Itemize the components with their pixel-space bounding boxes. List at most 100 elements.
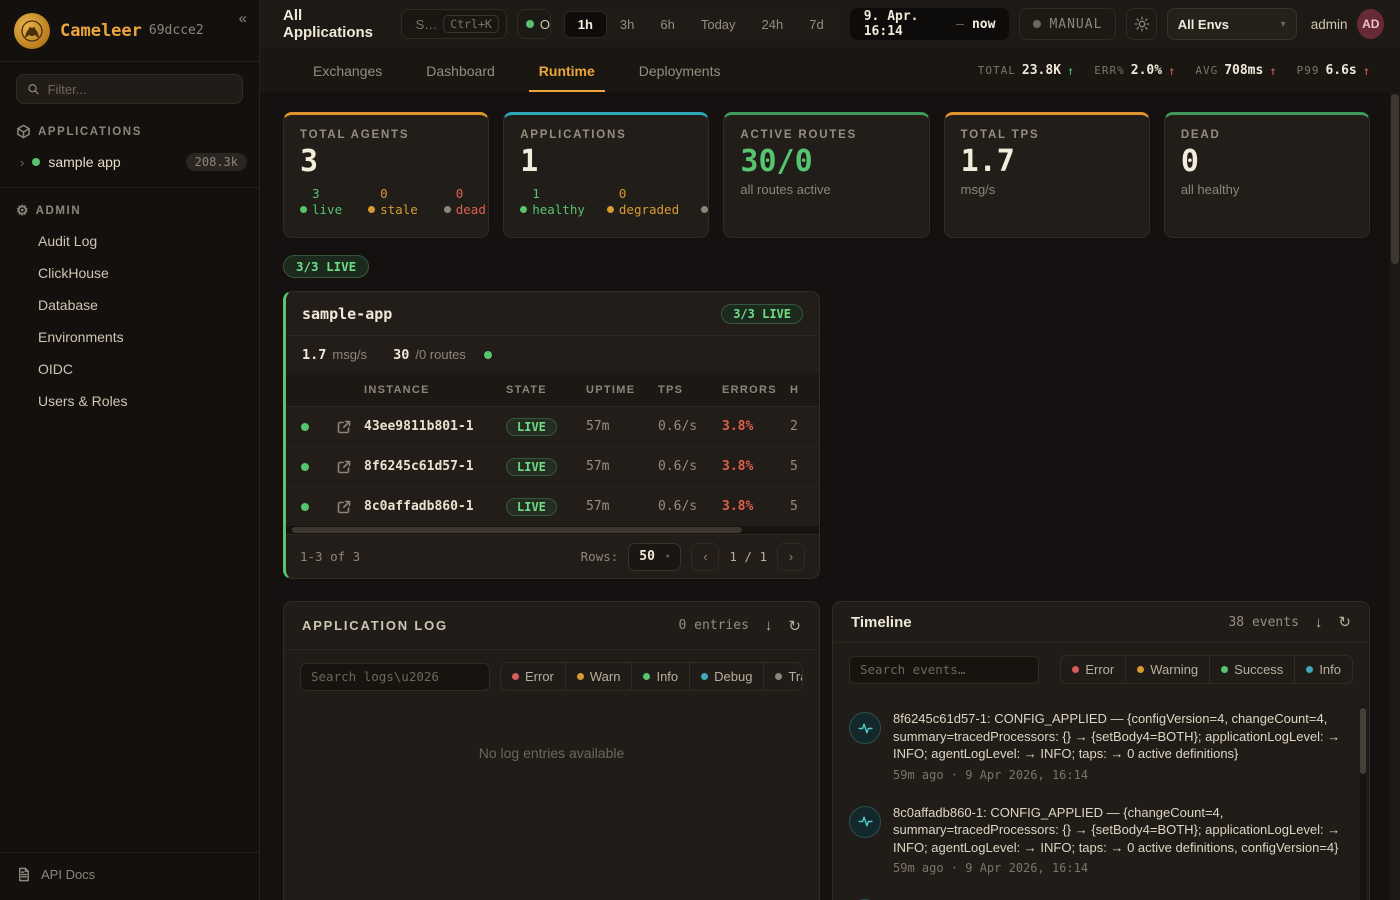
kpi-p99: P99 6.6s ↑ [1296,63,1370,78]
filter-info[interactable]: Info [631,663,689,690]
filter-error[interactable]: Error [501,663,565,690]
status-dot-green [32,158,41,166]
download-icon[interactable]: ↓ [1314,613,1323,631]
refresh-icon[interactable]: ↻ [1338,614,1351,632]
log-entries-count: 0 entries [678,618,749,633]
stat-critical: 0criti [701,186,709,217]
sidebar-item-sample-app[interactable]: › sample app 208.3k [0,145,259,179]
row-range-label: 1-3 of 3 [300,549,361,564]
table-footer: 1-3 of 3 Rows: 50 ▾ ‹ 1 / 1 › [286,534,819,578]
manual-refresh-button[interactable]: MANUAL [1019,8,1117,40]
range-today[interactable]: Today [688,12,749,37]
tab-runtime[interactable]: Runtime [528,51,605,92]
table-row[interactable]: 8c0affadb860-1 LIVE 57m 0.6/s 3.8% 5 [286,486,819,526]
sidebar-item-database[interactable]: Database [38,297,98,313]
external-link-icon[interactable] [337,500,351,514]
environment-select[interactable]: All Envs ▾ [1166,8,1297,40]
sidebar-logo-row: Cameleer 69dcce2 « [0,0,259,62]
avatar[interactable]: AD [1357,9,1384,39]
timeline-event[interactable]: 8c0affadb860-1: CONFIG_APPLIED — {change… [849,794,1351,888]
range-3h[interactable]: 3h [607,12,647,37]
table-row[interactable]: 43ee9811b801-1 LIVE 57m 0.6/s 3.8% 2 [286,406,819,446]
sidebar-filter[interactable] [16,74,243,104]
app-version: 69dcce2 [148,23,204,38]
document-icon [19,867,29,882]
rows-per-page-select[interactable]: 50 ▾ [628,542,682,571]
sidebar-item-users-roles[interactable]: Users & Roles [38,393,128,409]
next-page-button[interactable]: › [777,542,805,571]
cameleer-logo-icon [14,12,50,49]
trend-up-icon: ↑ [1067,63,1075,78]
sidebar-item-oidc[interactable]: OIDC [38,361,73,377]
timeline-event[interactable]: 43ee9811b801-1: CONFIG_APPLIED — {change… [849,887,1351,900]
refresh-icon[interactable]: ↻ [788,617,801,635]
timeline-scrollbar[interactable] [1360,706,1366,900]
external-link-icon[interactable] [337,460,351,474]
sidebar-app-count-badge: 208.3k [185,153,247,171]
instance-id: 43ee9811b801-1 [364,419,474,434]
kpi-strip: TOTAL 23.8K ↑ ERR% 2.0% ↑ AVG 708ms ↑ P99 6.6s ↑ [978,63,1370,92]
range-24h[interactable]: 24h [749,12,797,37]
kpi-avg: AVG 708ms ↑ [1195,63,1277,78]
stat-dead: 0 dead [443,186,486,217]
sample-app-panel: sample-app 3/3 LIVE 1.7 msg/s 30/0 routes… [283,291,820,579]
filter-error[interactable]: Error [1061,656,1125,683]
time-window-display[interactable]: 9. Apr. 16:14 — now [849,8,1010,40]
card-active-routes: ACTIVE ROUTES 30/0 all routes active [723,112,930,238]
filter-warn[interactable]: Warn [564,663,632,690]
instances-table-header: INSTANCE STATE UPTIME TPS ERRORS H [286,373,819,406]
horizontal-scrollbar[interactable] [286,526,819,534]
stat-live: 3 live [300,186,342,217]
trend-up-icon: ↑ [1362,63,1370,78]
sidebar-collapse-icon[interactable]: « [238,10,247,27]
filter-info[interactable]: Info [1294,656,1352,684]
chevron-down-icon: ▾ [1280,18,1286,30]
timeline-panel: Timeline 38 events ↓ ↻ Error Warning Suc… [832,601,1370,900]
log-level-filters: Error Warn Info Debug Trace [500,662,803,691]
tab-exchanges[interactable]: Exchanges [313,63,383,79]
sidebar-filter-input[interactable] [47,81,232,97]
filter-trace[interactable]: Trace [763,663,802,690]
range-6h[interactable]: 6h [647,12,687,37]
time-range-group: 1h 3h 6h Today 24h 7d [560,7,840,41]
search-icon [408,23,410,25]
chevron-right-icon[interactable]: › [20,154,25,170]
event-time: 59m ago · 9 Apr 2026, 16:14 [893,861,1089,876]
sidebar-item-clickhouse[interactable]: ClickHouse [38,265,109,281]
instance-id: 8c0affadb860-1 [364,499,474,514]
download-icon[interactable]: ↓ [764,617,773,634]
app-title: Cameleer [60,20,142,41]
instance-status-dot [301,422,309,431]
tab-dashboard[interactable]: Dashboard [426,63,495,79]
range-7d[interactable]: 7d [796,12,836,37]
trend-up-icon: ↑ [1168,63,1176,78]
page-indicator: 1 / 1 [729,549,767,564]
api-docs-link[interactable]: API Docs [0,852,259,900]
timeline-search-input[interactable] [849,655,1039,684]
stat-degraded: 0 degraded [606,186,679,217]
online-status-button[interactable]: O [516,9,551,39]
global-search[interactable]: S… Ctrl+K [400,9,507,39]
filter-debug[interactable]: Debug [689,663,763,690]
prev-page-button[interactable]: ‹ [691,542,720,571]
tab-deployments[interactable]: Deployments [638,63,721,79]
filter-warning[interactable]: Warning [1125,656,1209,684]
filter-success[interactable]: Success [1209,656,1294,684]
timeline-event[interactable]: 8f6245c61d57-1: CONFIG_APPLIED — {config… [849,700,1351,794]
stat-stale: 0 stale [368,186,418,217]
manual-dot [1033,20,1042,28]
applications-section-header: APPLICATIONS [0,110,259,145]
external-link-icon[interactable] [337,420,351,434]
event-text: 8f6245c61d57-1: CONFIG_APPLIED — {config… [893,711,1341,762]
log-empty-message: No log entries available [478,745,625,761]
theme-toggle-button[interactable] [1126,8,1157,40]
range-1h[interactable]: 1h [563,10,607,38]
tabbar: Exchanges Dashboard Runtime Deployments … [260,48,1400,94]
table-row[interactable]: 8f6245c61d57-1 LIVE 57m 0.6/s 3.8% 5 [286,446,819,486]
sidebar-item-environments[interactable]: Environments [38,329,124,345]
page-scrollbar[interactable] [1390,92,1400,900]
sidebar-item-audit-log[interactable]: Audit Log [38,233,98,249]
topbar: All Applications S… Ctrl+K O 1h 3h 6h To… [260,0,1400,48]
log-search-input[interactable] [300,662,490,691]
sidebar-app-name: sample app [48,154,121,170]
